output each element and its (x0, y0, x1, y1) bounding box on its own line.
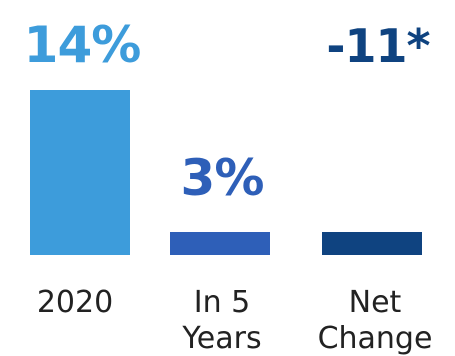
bar-2 (170, 232, 270, 255)
bar-3 (322, 232, 422, 255)
category-label-2-line-2: Years (181, 321, 261, 356)
category-label-3-line-2: Change (318, 321, 433, 356)
value-label-3: -11* (326, 19, 430, 73)
category-label-3-line-1: Net (349, 285, 402, 320)
value-label-1: 14% (24, 16, 141, 74)
bar-1 (30, 90, 130, 255)
category-label-1-line-1: 2020 (37, 285, 113, 320)
category-label-2-line-1: In 5 (194, 285, 250, 320)
value-label-2: 3% (181, 149, 264, 207)
